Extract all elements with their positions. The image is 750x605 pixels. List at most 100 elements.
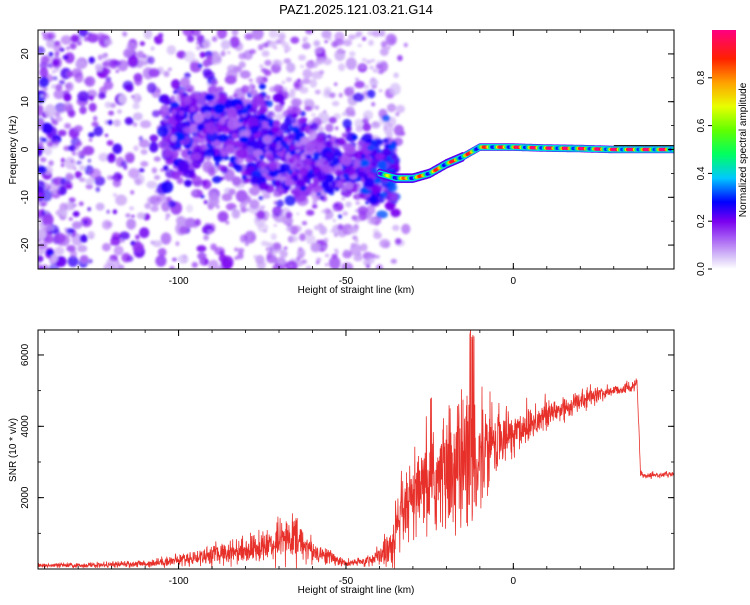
spectrogram-noise-blob — [272, 242, 282, 250]
spectrogram-cloud-blob — [299, 167, 309, 176]
spectrogram-noise-blob — [341, 197, 346, 201]
spectrogram-cloud-blob — [184, 72, 191, 79]
spectrogram-noise-blob — [87, 231, 95, 240]
spectrogram-noise-blob — [367, 215, 371, 218]
spectrogram-noise-blob — [152, 240, 163, 248]
spectrogram-noise-blob — [298, 54, 306, 61]
spectrogram-noise-blob — [51, 119, 56, 124]
spectrogram-noise-blob — [229, 36, 240, 49]
spectrogram-noise-blob — [305, 265, 312, 269]
x-tick-label: -50 — [339, 276, 354, 287]
spectrogram-noise-blob — [136, 50, 145, 59]
spectrogram-noise-blob — [401, 223, 411, 235]
spectrogram-noise-blob — [351, 227, 359, 234]
spectrogram-cloud-blob — [280, 141, 287, 147]
spectrogram-noise-blob — [354, 80, 365, 89]
spectrogram-noise-blob — [40, 157, 47, 163]
spectrogram-cloud-blob — [273, 191, 280, 198]
snr-plot-area — [38, 330, 674, 569]
spectrogram-noise-blob — [72, 211, 80, 217]
spectrogram-cloud-blob — [243, 145, 248, 150]
spectrogram-noise-blob — [100, 41, 104, 44]
spectrogram-cloud-blob — [245, 103, 253, 110]
spectrogram-cloud-blob — [269, 135, 276, 141]
spectrogram-noise-blob — [220, 39, 231, 50]
spectrogram-noise-blob — [376, 255, 380, 258]
spectrogram-cloud-blob — [308, 129, 318, 139]
spectrogram-cloud-blob — [388, 143, 397, 152]
spectrogram-cloud-blob — [284, 178, 294, 186]
spectrogram-cloud-blob — [258, 83, 266, 90]
spectrogram-noise-blob — [221, 255, 234, 269]
spectrogram-noise-blob — [110, 242, 114, 246]
spectrogram-cloud-blob — [358, 159, 370, 168]
spectrogram-cloud-blob — [380, 191, 388, 199]
spectrogram-noise-blob — [349, 86, 355, 91]
spectrogram-noise-blob — [248, 78, 253, 82]
spectrogram-noise-blob — [102, 61, 110, 67]
spectrogram-noise-blob — [378, 89, 383, 93]
spectrogram-cloud-blob — [194, 93, 207, 107]
spectrogram-noise-blob — [107, 153, 116, 163]
spectrogram-noise-blob — [279, 249, 288, 258]
colorbar-ticks: 0.0 0.2 0.4 0.6 0.8 — [696, 70, 712, 276]
spectrogram-cloud-blob — [266, 153, 275, 161]
spectrogram-noise-blob — [133, 173, 145, 186]
spectrogram-cloud-blob — [377, 160, 388, 171]
spectrogram-x-ticks: -100 -50 0 — [44, 30, 648, 287]
spectrogram-noise-blob — [182, 30, 194, 37]
x-tick-label: 0 — [511, 276, 517, 287]
spectrogram-cloud-blob — [238, 52, 247, 60]
spectrogram-cloud-blob — [208, 168, 216, 177]
spectrogram-noise-blob — [48, 160, 54, 166]
spectrogram-noise-blob — [309, 78, 318, 88]
x-tick-label: -100 — [169, 576, 189, 587]
snr-series-line — [38, 330, 674, 569]
spectrogram-noise-blob — [67, 233, 72, 237]
spectrogram-cloud-blob — [309, 169, 314, 174]
spectrogram-noise-blob — [341, 112, 348, 116]
spectrogram-noise-blob — [366, 257, 375, 265]
spectrogram-noise-blob — [316, 261, 320, 264]
spectrogram-cloud-blob — [247, 135, 254, 142]
spectrogram-cloud-blob — [266, 110, 276, 119]
spectrogram-noise-blob — [53, 190, 57, 194]
spectrogram-noise-blob — [77, 91, 90, 102]
spectrogram-noise-blob — [263, 42, 270, 48]
spectrogram-noise-blob — [324, 253, 330, 258]
x-tick-label: -50 — [339, 576, 354, 587]
spectrogram-noise-blob — [285, 77, 292, 83]
spectrogram-noise-blob — [104, 133, 109, 137]
spectrogram-noise-blob — [244, 230, 256, 244]
spectrogram-cloud-blob — [345, 181, 354, 190]
spectrogram-noise-blob — [297, 248, 306, 258]
spectrogram-noise-blob — [289, 235, 299, 243]
x-tick-label: -100 — [169, 276, 189, 287]
spectrogram-cloud-blob — [315, 133, 326, 144]
spectrogram-noise-blob — [261, 43, 266, 47]
spectrogram-noise-blob — [63, 93, 72, 102]
spectrogram-noise-blob — [345, 57, 357, 70]
spectrogram-cloud-blob — [288, 144, 296, 151]
spectrogram-noise-blob — [338, 63, 346, 72]
spectrogram-noise-blob — [370, 253, 376, 259]
spectrogram-noise-blob — [269, 86, 277, 93]
spectrogram-noise-blob — [225, 203, 237, 211]
spectrogram-cloud-blob — [342, 118, 352, 129]
spectrogram-blobs — [38, 30, 411, 269]
spectrogram-cloud-blob — [324, 173, 335, 183]
spectrogram-cloud-blob — [299, 125, 306, 132]
spectrogram-noise-blob — [302, 68, 313, 79]
spectrogram-cloud-blob — [178, 110, 185, 116]
spectrogram-noise-blob — [111, 175, 115, 180]
spectrogram-cloud-blob — [187, 88, 192, 93]
spectrogram-cloud-blob — [171, 79, 181, 90]
spectrogram-noise-blob — [353, 216, 362, 223]
spectrogram-cloud-blob — [352, 92, 365, 102]
colorbar-gradient — [712, 30, 736, 269]
spectrogram-noise-blob — [87, 32, 92, 36]
spectrogram-noise-blob — [79, 150, 87, 156]
spectrogram-noise-blob — [259, 79, 265, 85]
spectrogram-noise-blob — [39, 67, 49, 78]
spectrogram-noise-blob — [98, 152, 109, 162]
